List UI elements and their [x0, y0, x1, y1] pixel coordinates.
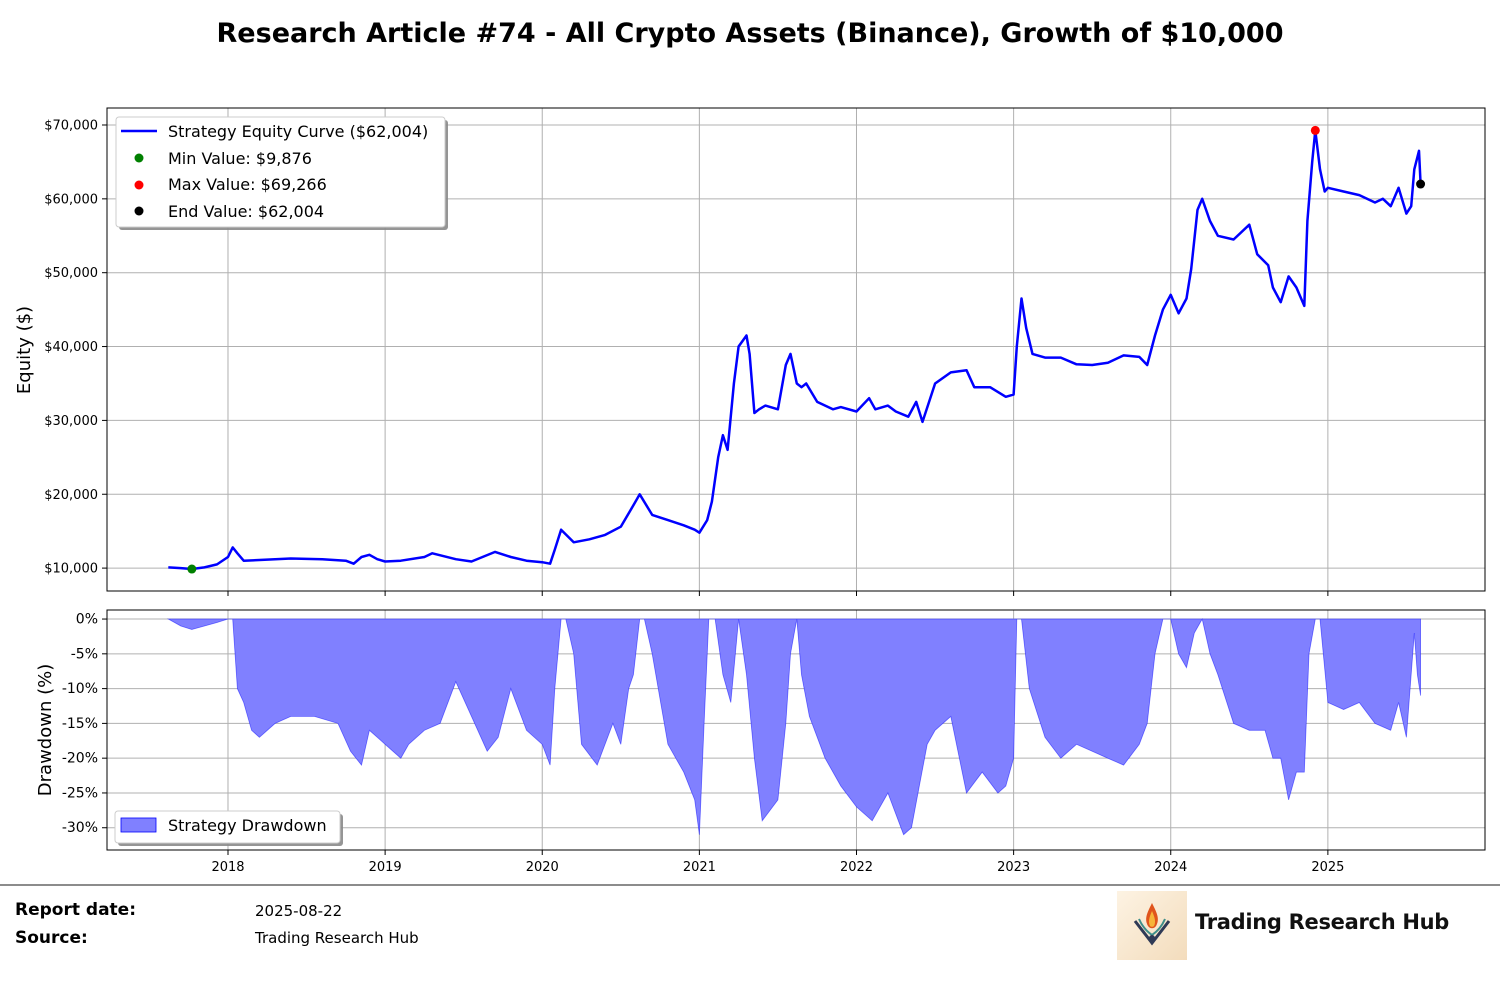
equity-markers [187, 125, 1426, 574]
equity-y-tick-label: $30,000 [44, 414, 98, 429]
drawdown-x-tick-label: 2022 [840, 860, 873, 875]
equity-y-tick-label: $60,000 [44, 192, 98, 207]
drawdown-y-axis-label: Drawdown (%) [35, 664, 56, 796]
equity-y-tick-label: $10,000 [44, 562, 98, 577]
chart-title: Research Article #74 - All Crypto Assets… [217, 18, 1284, 49]
drawdown-x-axis: 2018 2019 2020 2021 2022 2023 2024 2025 [211, 850, 1344, 875]
max-value-marker [1310, 125, 1320, 135]
brand-name: Trading Research Hub [1195, 910, 1450, 934]
equity-y-tick-label: $40,000 [44, 340, 98, 355]
drawdown-y-tick-label: -25% [62, 785, 98, 801]
drawdown-y-tick-label: -5% [71, 646, 98, 662]
equity-plot-frame [106, 107, 1486, 592]
legend-swatch-drawdown [120, 817, 157, 833]
report-date-value: 2025-08-22 [255, 902, 343, 920]
drawdown-y-tick-label: -10% [62, 681, 98, 697]
equity-legend: Strategy Equity Curve ($62,004) Min Valu… [115, 116, 448, 230]
equity-y-axis-label: Equity ($) [14, 306, 35, 394]
flame-feather-logo-icon [1133, 903, 1171, 946]
chart-canvas: Research Article #74 - All Crypto Assets… [14, 18, 1486, 875]
legend-label-min: Min Value: $9,876 [168, 149, 312, 168]
equity-y-tick-label: $70,000 [44, 118, 98, 133]
drawdown-area [166, 617, 1421, 836]
equity-series-group [168, 129, 1422, 571]
source-value: Trading Research Hub [255, 929, 419, 947]
brand-logo [1117, 891, 1187, 960]
legend-label-max: Max Value: $69,266 [168, 175, 327, 194]
equity-x-axis [227, 591, 1329, 596]
report-date-label: Report date: [15, 900, 136, 920]
drawdown-x-tick-label: 2019 [369, 860, 402, 875]
drawdown-plot: 0%-5%-10%-15%-20%-25%-30% 2018 2019 2020 20… [35, 609, 1486, 875]
drawdown-x-tick-label: 2018 [211, 860, 244, 875]
end-value-marker [1416, 179, 1426, 189]
drawdown-x-tick-label: 2024 [1154, 860, 1187, 875]
drawdown-y-axis: 0% -5% -10% -15% -20% -25% -30% [62, 612, 107, 836]
equity-curve-line [168, 129, 1422, 571]
drawdown-y-tick-label: -20% [62, 751, 98, 767]
legend-label-drawdown: Strategy Drawdown [168, 816, 327, 835]
drawdown-x-tick-label: 2025 [1311, 860, 1344, 875]
legend-marker-max [134, 180, 144, 190]
drawdown-series-group [166, 617, 1421, 836]
source-label: Source: [15, 928, 88, 948]
drawdown-plot-frame [106, 609, 1486, 851]
min-value-marker [187, 564, 197, 574]
drawdown-legend: Strategy Drawdown [114, 810, 343, 846]
equity-plot: $10,000 $20,000 $30,000 $40,000 $50,000 $60,0… [14, 107, 1486, 596]
legend-marker-end [134, 206, 144, 216]
footer-divider [0, 884, 1500, 886]
legend-marker-min [134, 153, 144, 163]
equity-y-tick-label: $50,000 [44, 266, 98, 281]
equity-y-axis: $10,000 $20,000 $30,000 $40,000 $50,000 $60,0… [44, 118, 107, 577]
drawdown-y-tick-label: -15% [62, 716, 98, 732]
drawdown-x-tick-label: 2021 [683, 860, 716, 875]
equity-y-tick-label: $20,000 [44, 488, 98, 503]
legend-label-end: End Value: $62,004 [168, 202, 324, 221]
drawdown-x-tick-label: 2020 [526, 860, 559, 875]
drawdown-y-tick-label: -30% [62, 820, 98, 836]
legend-label-equity: Strategy Equity Curve ($62,004) [168, 122, 428, 141]
drawdown-x-tick-label: 2023 [997, 860, 1030, 875]
drawdown-y-tick-label: 0% [76, 612, 98, 628]
